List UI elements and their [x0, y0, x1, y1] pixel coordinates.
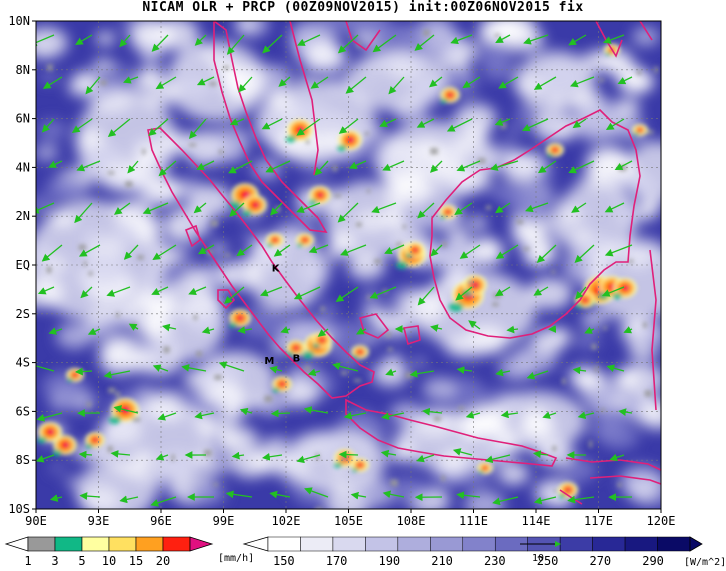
lat-tick-label: 8N [16, 63, 30, 77]
olr-cb-label: 230 [484, 554, 506, 568]
place-label: K [272, 263, 281, 274]
olr-cb-label: 150 [273, 554, 295, 568]
prcp-cb-label: 20 [156, 554, 170, 568]
lon-tick-label: 117E [584, 514, 613, 528]
malay-peninsula-coastline [213, 21, 328, 233]
lon-tick-label: 99E [213, 514, 235, 528]
lat-tick-label: 6S [16, 404, 30, 418]
lon-tick-label: 90E [25, 514, 47, 528]
lat-lon-grid [36, 21, 661, 509]
wind-vectors [36, 34, 633, 507]
lat-tick-label: 2N [16, 209, 30, 223]
olr-colorbar: 150 170 190 210 230 250 270 290 10 [W/m^2] [242, 536, 726, 568]
lon-tick-label: 102E [272, 514, 301, 528]
coastlines [147, 21, 661, 505]
lon-tick-label: 93E [88, 514, 110, 528]
prcp-cb-label: 5 [78, 554, 85, 568]
latitude-ticks: 10N 8N 6N 4N 2N EQ 2S 4S 6S 8S 10S [8, 14, 36, 516]
lat-tick-label: 10N [8, 14, 30, 28]
borneo-coastline [429, 109, 641, 339]
olr-cb-label: 210 [431, 554, 453, 568]
lat-tick-label: 8S [16, 453, 30, 467]
prcp-cb-label: 3 [51, 554, 58, 568]
lat-tick-label: 6N [16, 112, 30, 126]
lat-tick-label: EQ [16, 258, 30, 272]
figure-title: NICAM OLR + PRCP (00Z09NOV2015) init:00Z… [142, 0, 584, 15]
prcp-cb-label: 15 [129, 554, 143, 568]
lat-tick-label: 4N [16, 160, 30, 174]
lat-tick-label: 10S [8, 502, 30, 516]
reference-vector-label: 10 [532, 553, 544, 564]
sumatra-coastline [147, 127, 375, 399]
olr-cb-label: 190 [378, 554, 400, 568]
precip-colorbar: 1 3 5 10 15 20 [mm/h] [4, 536, 254, 568]
lat-tick-label: 2S [16, 307, 30, 321]
olr-unit: [W/m^2] [684, 557, 726, 568]
lon-tick-label: 105E [334, 514, 363, 528]
olr-cb-label: 290 [642, 554, 664, 568]
lon-tick-label: 96E [150, 514, 172, 528]
lat-tick-label: 4S [16, 356, 30, 370]
place-label: B [293, 354, 301, 365]
olr-cb-label: 250 [537, 554, 559, 568]
lon-tick-label: 114E [522, 514, 551, 528]
olr-cb-label: 270 [589, 554, 611, 568]
place-markers: K M B [264, 263, 300, 367]
prcp-cb-label: 10 [102, 554, 116, 568]
lon-tick-label: 108E [397, 514, 426, 528]
olr-cb-label: 170 [326, 554, 348, 568]
prcp-unit: [mm/h] [218, 553, 254, 564]
lon-tick-label: 111E [459, 514, 488, 528]
lon-tick-label: 120E [647, 514, 676, 528]
longitude-ticks: 90E 93E 96E 99E 102E 105E 108E 111E 114E 117E 120E [25, 509, 675, 528]
prcp-cb-label: 1 [24, 554, 31, 568]
java-coastline [345, 398, 558, 467]
place-label: M [264, 356, 274, 367]
